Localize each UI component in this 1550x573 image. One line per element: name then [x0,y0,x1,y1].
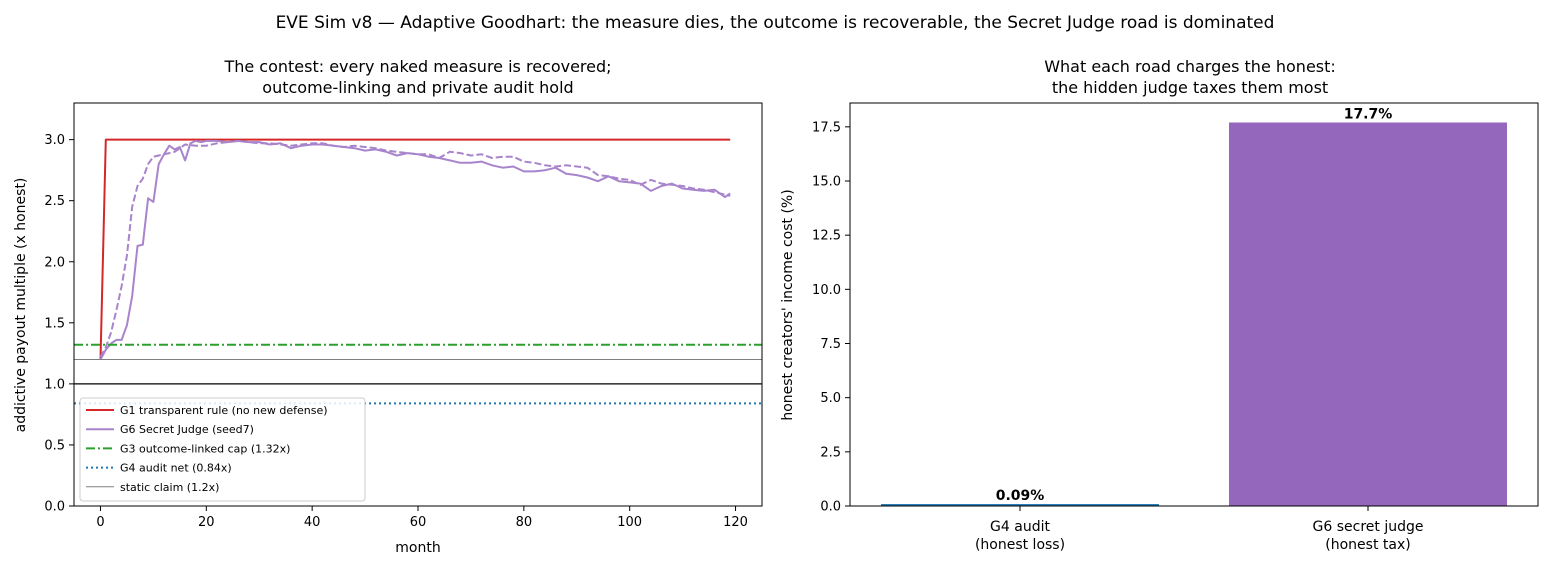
y-tick-label: 5.0 [820,391,841,406]
series-line-1 [99,139,731,360]
legend-frame [79,397,366,502]
x-tick-label: 120 [723,515,748,530]
bar-1 [1229,122,1507,506]
line-chart-xlabel: month [395,540,440,556]
y-tick-label: 12.5 [812,229,841,244]
bar-chart-title-line1: What each road charges the honest: [1044,57,1336,76]
x-tick-label: 100 [617,515,642,530]
y-tick-label: 0.0 [44,500,65,515]
x-tick-label: 40 [304,515,321,530]
x-tick-label: 80 [516,515,533,530]
y-tick-label: 10.0 [812,283,841,298]
x-tick-label: 20 [198,515,215,530]
x-category-label: G6 secret judge [1313,519,1424,535]
series-line-0 [99,138,731,360]
bar-value-label: 0.09% [996,488,1045,504]
y-tick-label: 3.0 [44,133,65,148]
legend-label: G3 outcome-linked cap (1.32x) [120,442,290,455]
bar-0 [881,504,1159,506]
line-chart-ylabel: addictive payout multiple (x honest) [13,178,29,433]
y-tick-label: 1.5 [44,316,65,331]
y-tick-label: 1.0 [44,377,65,392]
bar-chart-title-line2: the hidden judge taxes them most [1052,78,1328,97]
legend-label: static claim (1.2x) [120,481,219,494]
bar-chart-ylabel: honest creators' income cost (%) [780,189,796,420]
y-tick-label: 2.5 [820,445,841,460]
figure-suptitle: EVE Sim v8 — Adaptive Goodhart: the meas… [276,13,1275,33]
bar-value-label: 17.7% [1344,107,1393,123]
legend-label: G4 audit net (0.84x) [120,462,232,475]
y-tick-label: 0.5 [44,438,65,453]
bar-chart-axes-frame [849,102,1539,507]
legend-label: G1 transparent rule (no new defense) [120,404,328,417]
bar-chart: What each road charges the honest: the h… [780,57,1539,553]
y-tick-label: 7.5 [820,337,841,352]
legend-label: G6 Secret Judge (seed7) [120,423,254,436]
x-tick-label: 0 [96,515,104,530]
bar-chart-plot-area: 0.09% G4 audit (honest loss) 17.7% G6 secret… [812,102,1539,553]
line-chart-plot-area: 0 20 40 60 80 100 120 0.0 0.5 1.0 1.5 2.0 2.5 3.0 [44,102,763,530]
line-chart: The contest: every naked measure is reco… [13,57,763,556]
line-chart-legend: G1 transparent rule (no new defense) G6 S… [79,397,366,502]
y-tick-label: 17.5 [812,120,841,135]
x-category-sublabel: (honest loss) [975,537,1065,553]
y-tick-label: 0.0 [820,500,841,515]
series-line-2 [99,139,731,358]
y-tick-label: 2.0 [44,255,65,270]
line-chart-title-line2: outcome-linking and private audit hold [262,78,573,97]
y-tick-label: 2.5 [44,194,65,209]
y-tick-label: 15.0 [812,175,841,190]
x-category-sublabel: (honest tax) [1325,537,1410,553]
x-category-label: G4 audit [990,519,1050,535]
line-chart-title-line1: The contest: every naked measure is reco… [223,57,611,76]
x-tick-label: 60 [410,515,427,530]
